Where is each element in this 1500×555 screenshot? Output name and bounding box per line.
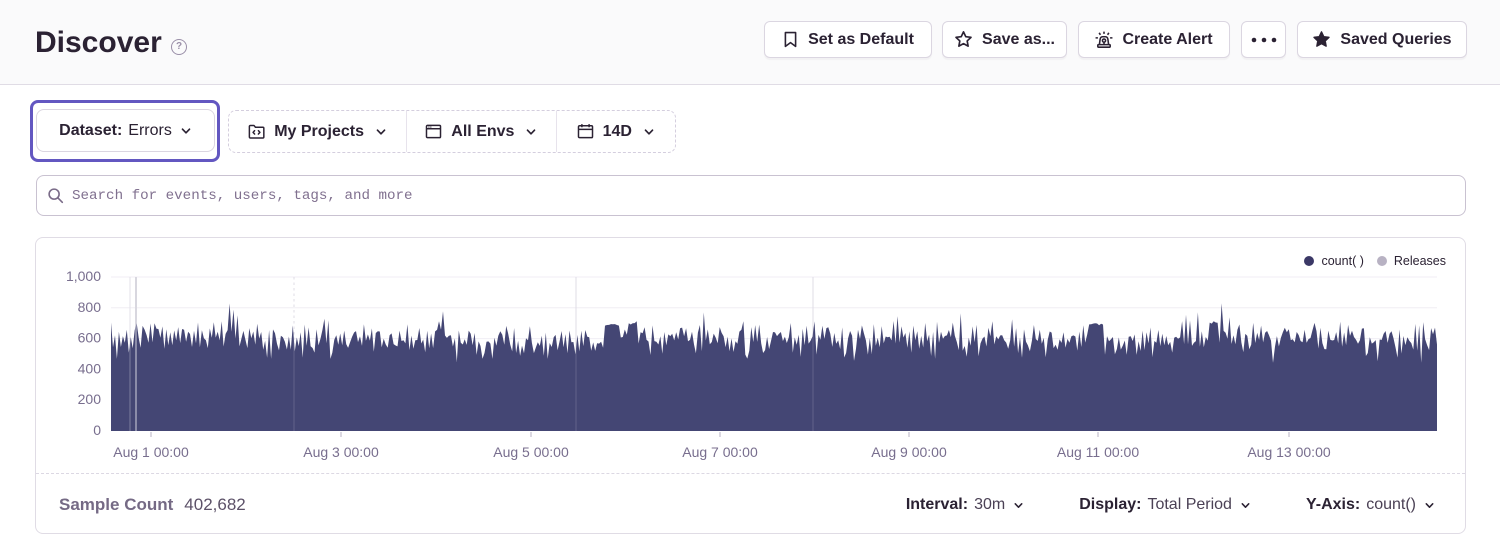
svg-text:1,000: 1,000 xyxy=(66,268,101,284)
svg-text:Aug 3 00:00: Aug 3 00:00 xyxy=(303,444,379,460)
svg-text:400: 400 xyxy=(78,360,102,376)
svg-text:Aug 1 00:00: Aug 1 00:00 xyxy=(113,444,189,460)
svg-text:Aug 7 00:00: Aug 7 00:00 xyxy=(682,444,758,460)
svg-text:Aug 11 00:00: Aug 11 00:00 xyxy=(1057,444,1139,460)
svg-text:Aug 9 00:00: Aug 9 00:00 xyxy=(871,444,947,460)
svg-text:800: 800 xyxy=(78,299,102,315)
svg-text:200: 200 xyxy=(78,391,102,407)
svg-text:600: 600 xyxy=(78,330,102,346)
svg-text:Aug 5 00:00: Aug 5 00:00 xyxy=(493,444,569,460)
svg-text:0: 0 xyxy=(93,422,101,438)
svg-text:Aug 13 00:00: Aug 13 00:00 xyxy=(1247,444,1331,460)
